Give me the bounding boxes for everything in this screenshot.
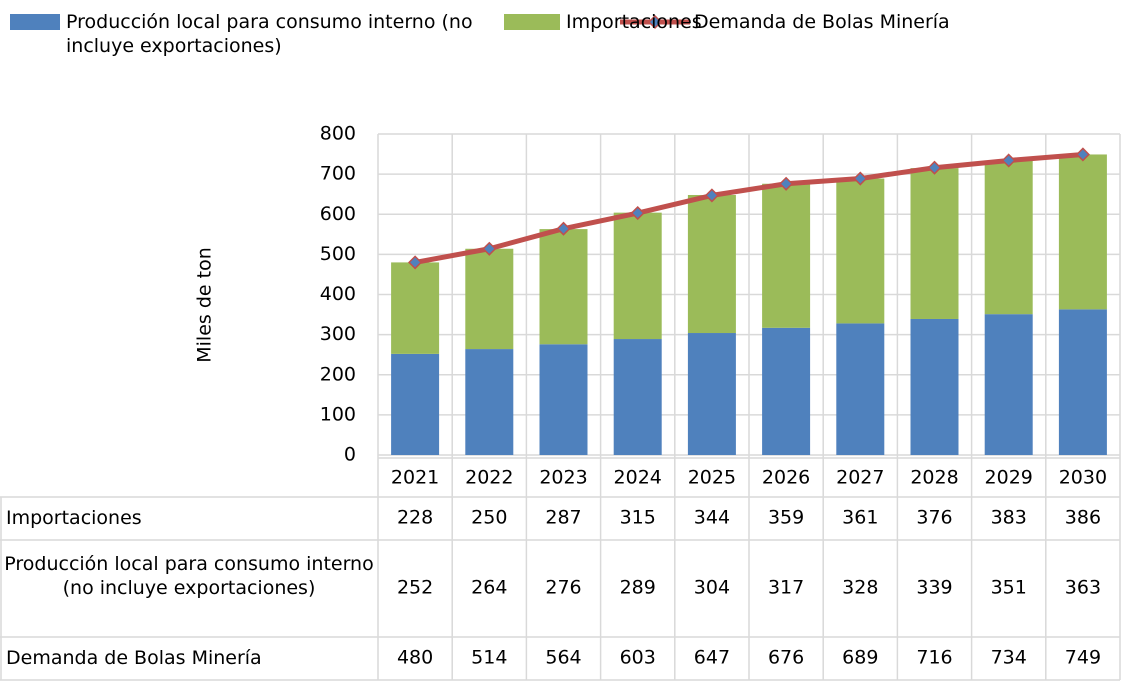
legend-label: Importaciones xyxy=(566,11,702,33)
bar xyxy=(391,353,440,455)
y-tick-label: 100 xyxy=(320,403,356,425)
bar xyxy=(613,212,662,340)
x-tick-label: 2028 xyxy=(910,467,958,489)
x-tick-label: 2024 xyxy=(614,467,662,489)
x-tick-label: 2025 xyxy=(688,467,736,489)
x-tick-label: 2027 xyxy=(836,467,884,489)
table-value: 276 xyxy=(545,577,581,599)
marker xyxy=(630,205,645,221)
y-tick-label: 200 xyxy=(320,363,356,385)
table-value: 252 xyxy=(397,577,433,599)
table-value: 315 xyxy=(620,507,656,529)
x-tick-label: 2030 xyxy=(1059,467,1107,489)
marker xyxy=(779,176,794,191)
bar xyxy=(762,183,811,328)
table-value: 264 xyxy=(471,577,507,599)
table-value: 647 xyxy=(694,647,730,669)
bar xyxy=(836,323,885,455)
bar xyxy=(762,327,811,455)
y-tick-label: 600 xyxy=(320,203,356,225)
y-tick-label: 800 xyxy=(320,123,356,145)
table-value: 363 xyxy=(1065,577,1101,599)
bar xyxy=(539,344,588,455)
marker xyxy=(408,255,423,270)
table-value: 603 xyxy=(620,647,656,669)
x-tick-label: 2023 xyxy=(539,467,587,489)
bar xyxy=(539,229,588,345)
y-tick-label: 0 xyxy=(344,444,356,466)
marker xyxy=(556,221,571,236)
table-value: 339 xyxy=(916,577,952,599)
legend-swatch xyxy=(10,14,60,30)
bar xyxy=(391,262,440,354)
y-tick-label: 300 xyxy=(320,323,356,345)
bar xyxy=(465,349,514,455)
bar xyxy=(613,339,662,455)
bar xyxy=(1058,154,1107,310)
table-value: 383 xyxy=(991,507,1027,529)
table-value: 564 xyxy=(545,647,581,669)
table-row-label: Demanda de Bolas Minería xyxy=(6,647,262,669)
bar xyxy=(836,178,885,324)
table-row-label: Importaciones xyxy=(6,507,142,529)
table-value: 304 xyxy=(694,577,730,599)
table-value: 317 xyxy=(768,577,804,599)
legend-swatch xyxy=(647,14,663,30)
marker xyxy=(1001,153,1016,168)
table-value: 344 xyxy=(694,507,730,529)
table-value: 689 xyxy=(842,647,878,669)
table-value: 287 xyxy=(545,507,581,529)
x-tick-label: 2021 xyxy=(391,467,439,489)
y-tick-label: 400 xyxy=(320,283,356,305)
table-value: 351 xyxy=(991,577,1027,599)
x-tick-label: 2029 xyxy=(985,467,1033,489)
table-value: 716 xyxy=(916,647,952,669)
bar xyxy=(465,248,514,350)
line xyxy=(414,151,1084,265)
table-value: 228 xyxy=(397,507,433,529)
table-value: 386 xyxy=(1065,507,1101,529)
table-value: 328 xyxy=(842,577,878,599)
table-value: 361 xyxy=(842,507,878,529)
bar xyxy=(687,194,736,334)
table-value: 289 xyxy=(620,577,656,599)
table-value: 749 xyxy=(1065,647,1101,669)
y-tick-label: 500 xyxy=(320,243,356,265)
table-value: 734 xyxy=(991,647,1027,669)
marker xyxy=(1075,147,1090,162)
legend-swatch xyxy=(504,14,560,30)
table-row-label: Producción local para consumo interno (n… xyxy=(4,553,374,599)
legend-label: Demanda de Bolas Minería xyxy=(694,11,950,33)
table-value: 359 xyxy=(768,507,804,529)
marker xyxy=(482,241,497,256)
table-value: 480 xyxy=(397,647,433,669)
table-value: 250 xyxy=(471,507,507,529)
y-axis-label: Miles de ton xyxy=(194,247,216,362)
marker xyxy=(927,160,942,175)
bar xyxy=(984,160,1033,315)
bar xyxy=(1058,309,1107,455)
table-value: 676 xyxy=(768,647,804,669)
y-tick-label: 700 xyxy=(320,163,356,185)
bar xyxy=(984,314,1033,455)
marker xyxy=(704,188,719,203)
table-value: 514 xyxy=(471,647,507,669)
x-tick-label: 2022 xyxy=(465,467,513,489)
bar xyxy=(910,168,959,319)
legend-label: Producción local para consumo interno (n… xyxy=(66,11,473,57)
table-value: 376 xyxy=(916,507,952,529)
bar xyxy=(687,333,736,455)
x-tick-label: 2026 xyxy=(762,467,810,489)
marker xyxy=(853,171,868,186)
bar xyxy=(910,318,959,455)
